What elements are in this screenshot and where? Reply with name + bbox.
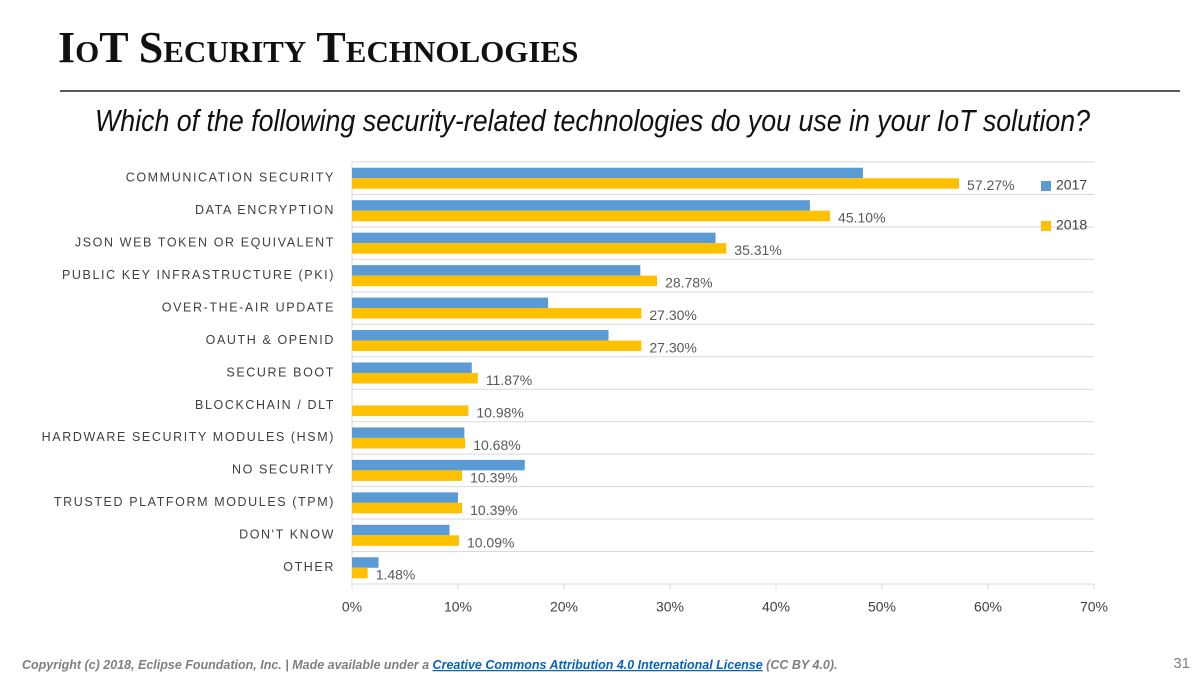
value-label: 1.48% bbox=[376, 567, 416, 583]
x-tick-label: 20% bbox=[550, 599, 578, 615]
category-label: TRUSTED PLATFORM MODULES (TPM) bbox=[54, 495, 335, 509]
value-label: 45.10% bbox=[838, 210, 885, 226]
bar bbox=[352, 524, 450, 536]
value-label: 27.30% bbox=[649, 307, 696, 323]
legend-label: 2018 bbox=[1056, 217, 1087, 233]
bar bbox=[352, 308, 642, 319]
x-tick-label: 70% bbox=[1080, 599, 1108, 615]
page-number: 31 bbox=[1173, 655, 1190, 672]
category-label: DON'T KNOW bbox=[239, 528, 335, 542]
bar bbox=[352, 535, 459, 546]
bar bbox=[352, 275, 658, 287]
category-label: SECURE BOOT bbox=[226, 365, 335, 379]
bar bbox=[352, 167, 863, 179]
value-label: 10.68% bbox=[473, 437, 520, 453]
bar bbox=[352, 330, 609, 341]
value-label: 10.39% bbox=[470, 502, 517, 518]
category-label: HARDWARE SECURITY MODULES (HSM) bbox=[42, 430, 335, 444]
bar bbox=[352, 427, 465, 438]
license-link[interactable]: Creative Commons Attribution 4.0 Interna… bbox=[433, 658, 763, 672]
bar bbox=[352, 297, 549, 309]
category-label: DATA ENCRYPTION bbox=[195, 203, 335, 217]
category-label: OAUTH & OPENID bbox=[206, 333, 335, 347]
value-label: 28.78% bbox=[665, 275, 712, 291]
x-tick-label: 10% bbox=[444, 599, 472, 615]
chart-title: Which of the following security-related … bbox=[95, 103, 1091, 138]
legend-swatch bbox=[1041, 221, 1051, 231]
x-tick-label: 60% bbox=[974, 599, 1002, 615]
value-label: 35.31% bbox=[734, 242, 781, 258]
value-label: 57.27% bbox=[967, 177, 1014, 193]
bar bbox=[352, 459, 525, 471]
bar bbox=[352, 178, 960, 189]
category-label: OVER-THE-AIR UPDATE bbox=[162, 300, 335, 314]
legend-label: 2017 bbox=[1056, 177, 1087, 193]
bar bbox=[352, 567, 368, 579]
bar bbox=[352, 502, 463, 514]
slide-title: IoT Security Technologies bbox=[58, 23, 578, 72]
footer-text: (CC BY 4.0). bbox=[763, 658, 838, 672]
category-label: PUBLIC KEY INFRASTRUCTURE (PKI) bbox=[62, 268, 335, 282]
bar bbox=[352, 470, 463, 481]
bar bbox=[352, 492, 458, 503]
value-label: 11.87% bbox=[486, 372, 532, 388]
category-label: COMMUNICATION SECURITY bbox=[126, 171, 335, 185]
category-label: NO SECURITY bbox=[232, 463, 335, 477]
value-label: 10.39% bbox=[470, 469, 517, 485]
category-label: BLOCKCHAIN / DLT bbox=[195, 398, 335, 412]
footer-text: Copyright (c) 2018, Eclipse Foundation, … bbox=[22, 658, 433, 672]
bar bbox=[352, 243, 727, 254]
x-tick-label: 40% bbox=[762, 599, 790, 615]
x-tick-label: 50% bbox=[868, 599, 896, 615]
bar bbox=[352, 232, 716, 244]
x-tick-label: 30% bbox=[656, 599, 684, 615]
bar bbox=[352, 362, 472, 373]
value-label: 10.09% bbox=[467, 534, 514, 550]
legend-swatch bbox=[1041, 181, 1051, 191]
bar bbox=[352, 210, 831, 222]
bar bbox=[352, 437, 466, 449]
value-label: 10.98% bbox=[476, 404, 523, 420]
bar bbox=[352, 265, 641, 276]
footer: Copyright (c) 2018, Eclipse Foundation, … bbox=[22, 658, 838, 672]
x-tick-label: 0% bbox=[342, 599, 362, 615]
value-label: 27.30% bbox=[649, 339, 696, 355]
bar bbox=[352, 373, 478, 384]
bar bbox=[352, 200, 810, 211]
bar bbox=[352, 405, 469, 416]
bar bbox=[352, 557, 379, 568]
bar bbox=[352, 340, 642, 352]
category-label: JSON WEB TOKEN OR EQUIVALENT bbox=[75, 235, 335, 249]
category-label: OTHER bbox=[283, 560, 335, 574]
